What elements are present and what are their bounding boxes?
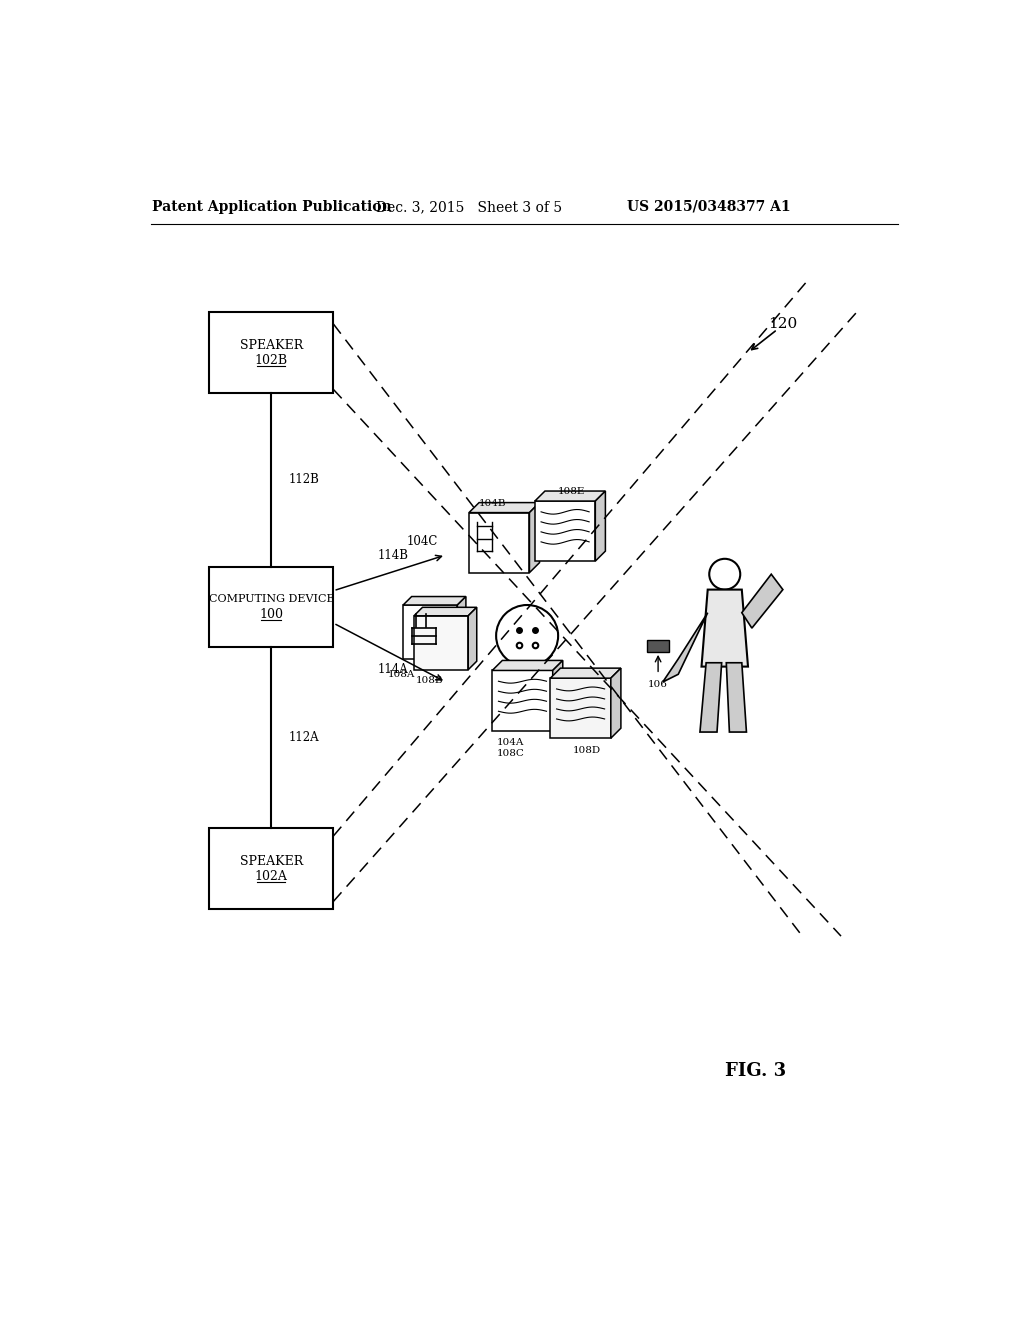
Text: SPEAKER: SPEAKER — [240, 339, 303, 351]
Text: Dec. 3, 2015   Sheet 3 of 5: Dec. 3, 2015 Sheet 3 of 5 — [376, 199, 562, 214]
Bar — [209, 566, 334, 647]
Text: 104B: 104B — [479, 499, 507, 508]
Polygon shape — [550, 668, 621, 678]
Polygon shape — [726, 663, 746, 733]
Text: SPEAKER: SPEAKER — [240, 854, 303, 867]
Bar — [550, 678, 611, 738]
Text: COMPUTING DEVICE: COMPUTING DEVICE — [209, 594, 334, 605]
Polygon shape — [553, 660, 563, 730]
Text: 114A: 114A — [378, 663, 409, 676]
Text: 108B: 108B — [416, 676, 443, 685]
Bar — [209, 829, 334, 909]
Text: 104A: 104A — [498, 738, 524, 747]
Text: 102B: 102B — [255, 354, 288, 367]
Bar — [493, 671, 553, 730]
Text: US 2015/0348377 A1: US 2015/0348377 A1 — [628, 199, 792, 214]
Polygon shape — [469, 503, 540, 512]
Text: 106: 106 — [648, 680, 668, 689]
Polygon shape — [468, 607, 477, 669]
Polygon shape — [458, 597, 466, 659]
Polygon shape — [403, 597, 466, 605]
Polygon shape — [595, 491, 605, 561]
Text: 108C: 108C — [497, 750, 524, 758]
Bar — [535, 502, 595, 561]
Polygon shape — [414, 607, 477, 615]
Text: FIG. 3: FIG. 3 — [725, 1061, 786, 1080]
Text: 102A: 102A — [255, 870, 288, 883]
Polygon shape — [701, 590, 748, 667]
Polygon shape — [741, 574, 783, 628]
Text: 114B: 114B — [378, 549, 409, 562]
Bar — [647, 640, 669, 652]
Text: 100: 100 — [259, 609, 284, 622]
Text: 112B: 112B — [289, 474, 319, 486]
Bar — [403, 605, 458, 659]
Text: 108E: 108E — [558, 487, 585, 496]
Text: 108A: 108A — [388, 669, 416, 678]
Bar — [414, 615, 468, 669]
Polygon shape — [529, 503, 540, 573]
Bar — [209, 313, 334, 393]
Polygon shape — [611, 668, 621, 738]
Bar — [469, 512, 529, 573]
Text: 112A: 112A — [289, 731, 319, 744]
Text: Patent Application Publication: Patent Application Publication — [152, 199, 391, 214]
Polygon shape — [663, 612, 708, 682]
Text: 108D: 108D — [572, 746, 601, 755]
Polygon shape — [535, 491, 605, 502]
Polygon shape — [700, 663, 722, 733]
Text: 120: 120 — [768, 317, 798, 331]
Polygon shape — [493, 660, 563, 671]
Text: 104C: 104C — [407, 536, 438, 548]
